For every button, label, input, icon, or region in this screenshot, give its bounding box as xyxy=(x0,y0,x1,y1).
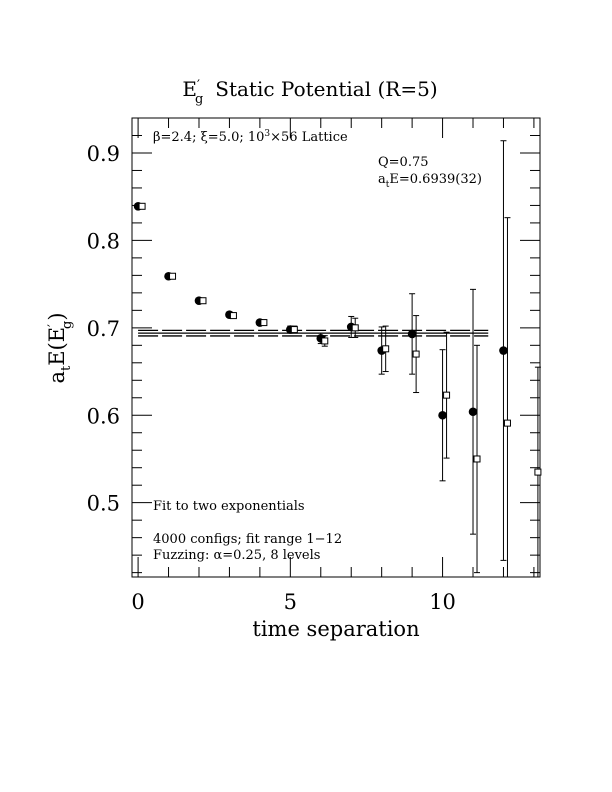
point-square xyxy=(503,419,511,427)
ylabel-close: ) xyxy=(45,312,69,320)
fe-a: a xyxy=(378,172,386,187)
x-tick-label: 10 xyxy=(429,590,456,614)
fe-t: t xyxy=(386,180,390,190)
ann-xi: ξ=5.0; xyxy=(201,130,244,145)
ann-rest: ×56 Lattice xyxy=(270,130,348,145)
fuzzing-annotation: Fuzzing: α=0.25, 8 levels xyxy=(153,548,320,563)
ylabel-t: t xyxy=(59,365,74,371)
point-square xyxy=(138,202,146,210)
point-square xyxy=(290,326,298,334)
point-circle xyxy=(468,407,478,417)
axis-ticks: 0.5 0.6 0.7 0.8 0.9 0 5 10 xyxy=(87,117,540,614)
ylabel-prime: ′ xyxy=(46,324,61,327)
point-circle xyxy=(438,410,447,420)
point-square xyxy=(412,350,420,358)
ylabel-sub: g xyxy=(60,321,75,329)
title-rest: Static Potential (R=5) xyxy=(215,77,437,101)
title-sub: g xyxy=(195,92,203,107)
x-tick-label: 5 xyxy=(284,590,297,614)
y-tick-label: 0.8 xyxy=(87,229,120,253)
point-square xyxy=(351,324,359,332)
fit-energy-annotation: atE=0.6939(32) xyxy=(378,172,482,190)
x-tick-label: 0 xyxy=(131,590,144,614)
y-tick-label: 0.9 xyxy=(87,142,120,166)
point-circle xyxy=(499,346,508,355)
data-points xyxy=(133,140,542,577)
point-square xyxy=(443,391,451,399)
title-main: E xyxy=(182,77,197,101)
ylabel-e: E(E xyxy=(45,327,69,366)
point-circle xyxy=(407,329,417,339)
point-square xyxy=(199,297,207,305)
ann-size: 10 xyxy=(248,130,265,145)
point-square xyxy=(473,455,481,463)
ylabel-a: a xyxy=(45,371,69,384)
y-tick-label: 0.5 xyxy=(87,492,120,516)
chart-title: E′ g Static Potential (R=5) xyxy=(182,77,437,107)
y-axis-label: atE(E′g) xyxy=(45,312,75,383)
q-annotation: Q=0.75 xyxy=(378,155,429,170)
point-square xyxy=(229,312,237,320)
point-square xyxy=(321,337,329,345)
fit-band xyxy=(138,329,489,337)
configs-annotation: 4000 configs; fit range 1−12 xyxy=(153,532,342,547)
ann-beta: β=2.4; xyxy=(153,130,196,145)
fe-rest: E=0.6939(32) xyxy=(389,172,482,187)
title-prime: ′ xyxy=(197,78,200,93)
method-annotation: Fit to two exponentials xyxy=(153,499,305,514)
lattice-annotation: β=2.4; ξ=5.0; 103×56 Lattice xyxy=(153,129,348,145)
point-square xyxy=(382,345,390,353)
point-square xyxy=(260,319,268,327)
x-axis-label: time separation xyxy=(252,617,419,641)
point-square xyxy=(534,468,542,476)
point-square xyxy=(169,272,177,280)
y-tick-label: 0.6 xyxy=(87,404,120,428)
plot-frame xyxy=(131,117,541,578)
y-tick-label: 0.7 xyxy=(87,317,120,341)
ann-size-sup: 3 xyxy=(264,129,270,139)
